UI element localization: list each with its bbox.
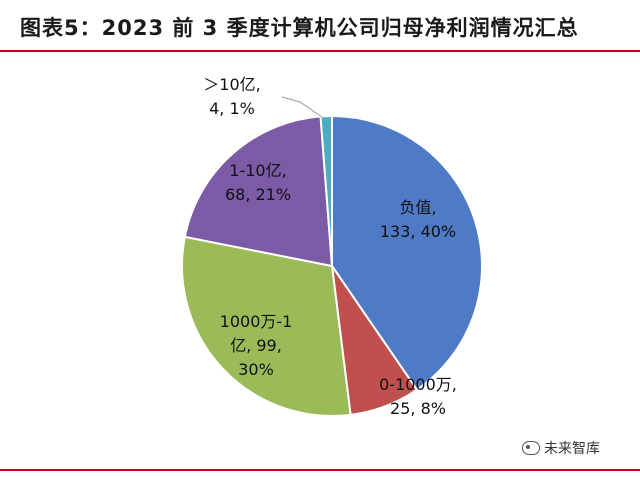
wechat-icon <box>522 441 540 455</box>
pie-slice <box>183 115 334 268</box>
data-label-line: 68, 21% <box>225 185 291 204</box>
watermark-text: 未来智库 <box>544 441 600 457</box>
data-label: ＞10亿, 4, 1% <box>203 75 260 118</box>
pie-slice <box>181 235 352 417</box>
data-label: 0-1000万, 25, 8% <box>379 375 457 418</box>
data-label-line: 1000万-1 <box>220 312 293 331</box>
title-bar: 图表5：2023 前 3 季度计算机公司归母净利润情况汇总 <box>0 0 640 52</box>
data-label-line: 133, 40% <box>380 222 456 241</box>
watermark: 未来智库 <box>522 438 600 458</box>
data-label-line: 4, 1% <box>209 99 255 118</box>
data-label: 1-10亿, 68, 21% <box>225 161 291 204</box>
data-label-line: ＞10亿, <box>203 75 260 94</box>
data-label: 负值, 133, 40% <box>380 198 456 241</box>
data-label-line: 0-1000万, <box>379 375 457 394</box>
data-label-line: 负值, <box>399 198 436 217</box>
pie-slice <box>331 114 483 392</box>
data-label-line: 25, 8% <box>390 399 446 418</box>
title-rule <box>0 50 640 52</box>
bottom-rule <box>0 469 640 471</box>
chart-title: 图表5：2023 前 3 季度计算机公司归母净利润情况汇总 <box>20 16 579 40</box>
leader-line <box>281 96 323 118</box>
data-label-line: 亿, 99, <box>230 336 282 355</box>
data-label-line: 30% <box>238 360 274 379</box>
data-label-line: 1-10亿, <box>229 161 286 180</box>
data-label: 1000万-1 亿, 99, 30% <box>220 312 293 379</box>
